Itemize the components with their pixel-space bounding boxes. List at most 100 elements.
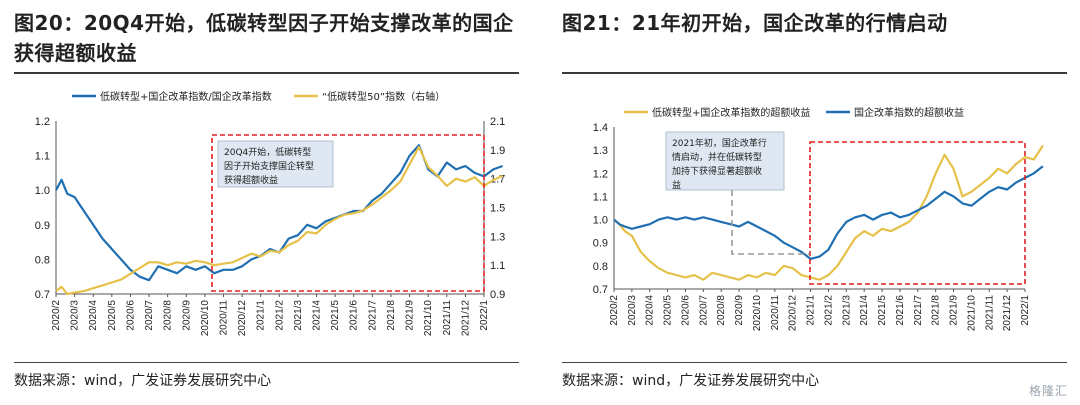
y-tick-label: 0.8 — [593, 261, 608, 273]
annotation-text: 20Q4开始，低碳转型 — [224, 146, 311, 158]
annotation-box — [217, 140, 334, 188]
x-tick-label: 2020/7 — [144, 300, 155, 331]
x-tick-label: 2020/9 — [734, 295, 745, 326]
x-tick-label: 2021/1 — [806, 295, 817, 326]
y2-tick-label: 1.3 — [490, 231, 505, 243]
x-tick-label: 2021/11 — [442, 300, 453, 336]
figure-21-panel: 图21：21年初开始，国企改革的行情启动 0.7 0.8 0.9 1.0 1.1 1.2 1… — [548, 0, 1080, 405]
y-tick-label: 0.7 — [35, 289, 50, 301]
x-tick-label: 2020/11 — [218, 300, 229, 336]
y-tick-label: 0.8 — [35, 254, 50, 266]
highlight-region — [211, 134, 485, 292]
x-tick-label: 2020/3 — [70, 300, 81, 331]
y2-tick-label: 1.1 — [490, 260, 505, 272]
x-tick-label: 2021/12 — [460, 300, 471, 337]
x-tick-label: 2021/10 — [423, 300, 434, 337]
x-tick-label: 2021/5 — [877, 295, 888, 326]
x-tick-label: 2021/11 — [984, 295, 995, 331]
x-tick-label: 2020/10 — [752, 295, 763, 332]
x-tick-label: 2021/1 — [256, 300, 267, 331]
figure-20-source: 数据来源：wind，广发证券发展研究中心 — [14, 373, 272, 389]
x-tick-label: 2022/1 — [479, 300, 490, 331]
x-tick-label: 2020/8 — [163, 300, 174, 331]
x-tick-label: 2021/9 — [949, 295, 960, 326]
legend-label-2: “低碳转型50”指数（右轴） — [322, 90, 445, 103]
figure-20-title: 图20：20Q4开始，低碳转型因子开始支撑改革的国企获得超额收益 — [14, 11, 514, 65]
figure-21-source: 数据来源：wind，广发证券发展研究中心 — [562, 373, 820, 389]
x-tick-label: 2021/8 — [931, 295, 942, 326]
x-tick-label: 2021/6 — [895, 295, 906, 326]
x-tick-label: 2021/3 — [841, 295, 852, 326]
x-tick-label: 2021/3 — [293, 300, 304, 331]
x-tick-label: 2021/8 — [386, 300, 397, 331]
x-tick-label: 2021/9 — [405, 300, 416, 331]
annotation-text: 情启动，并在低碳转型 — [672, 151, 762, 163]
x-tick-label: 2020/10 — [200, 300, 211, 337]
x-tick-label: 2021/4 — [312, 300, 323, 331]
annotation-arrow — [731, 190, 810, 255]
series-line-2 — [55, 145, 504, 296]
x-tick-label: 2021/12 — [1002, 295, 1013, 332]
y-tick-label: 1.4 — [593, 122, 608, 134]
y2-tick-label: 2.1 — [490, 116, 505, 128]
x-tick-label: 2021/7 — [367, 300, 378, 331]
watermark-logo: 格隆汇 — [1028, 384, 1068, 398]
x-tick-label: 2021/2 — [823, 295, 834, 326]
x-tick-label: 2020/5 — [663, 295, 674, 326]
y-tick-label: 1.1 — [593, 191, 608, 203]
x-tick-label: 2021/5 — [330, 300, 341, 331]
y-tick-label: 0.7 — [593, 284, 608, 296]
title-divider — [14, 72, 519, 74]
figure-20-chart: 0.70.80.91.01.11.20.91.11.31.51.71.92.12… — [35, 90, 506, 337]
legend-label-1: 低碳转型+国企改革指数的超额收益 — [652, 106, 810, 119]
x-tick-label: 2020/8 — [716, 295, 727, 326]
y-tick-label: 1.3 — [593, 145, 608, 157]
y2-tick-label: 1.5 — [490, 203, 505, 215]
annotation-text: 因子开始支撑国企转型 — [224, 160, 314, 172]
figure-20-panel: 图20：20Q4开始，低碳转型因子开始支撑改革的国企获得超额收益 0.7 0.8 0… — [0, 0, 532, 405]
annotation-text: 益 — [672, 179, 681, 191]
x-tick-label: 2021/4 — [859, 295, 870, 326]
x-tick-label: 2020/4 — [645, 295, 656, 326]
x-tick-label: 2021/2 — [274, 300, 285, 331]
y-tick-label: 0.9 — [35, 220, 50, 232]
x-tick-label: 2020/9 — [181, 300, 192, 331]
annotation-text: 获得超额收益 — [224, 174, 278, 186]
series-line-2 — [613, 165, 1044, 260]
legend-label-2: 国企改革指数的超额收益 — [854, 106, 964, 119]
x-tick-label: 2021/7 — [913, 295, 924, 326]
source-divider — [562, 362, 1067, 363]
figure-21-title: 图21：21年初开始，国企改革的行情启动 — [562, 11, 948, 35]
x-tick-label: 2021/10 — [966, 295, 977, 332]
y2-tick-label: 1.9 — [490, 145, 505, 157]
y-tick-label: 1.2 — [593, 168, 608, 180]
x-tick-label: 2020/12 — [237, 300, 248, 337]
highlight-region — [809, 141, 1026, 285]
source-divider — [14, 362, 519, 363]
y-tick-label: 1.0 — [593, 215, 608, 227]
figure-21-chart: 0.7 0.8 0.9 1.0 1.1 1.2 1.3 1.4 2020/2 2020/3 2020… — [593, 106, 1044, 332]
title-divider — [562, 72, 1067, 74]
x-tick-label: 2021/6 — [349, 300, 360, 331]
x-tick-label: 2020/2 — [51, 300, 62, 331]
x-tick-label: 2020/11 — [770, 295, 781, 331]
x-tick-label: 2020/4 — [88, 300, 99, 331]
x-tick-label: 2020/6 — [125, 300, 136, 331]
y-tick-label: 0.9 — [593, 238, 608, 250]
x-tick-label: 2020/12 — [788, 295, 799, 332]
x-tick-label: 2020/3 — [627, 295, 638, 326]
x-tick-label: 2020/6 — [680, 295, 691, 326]
x-tick-label: 2020/7 — [698, 295, 709, 326]
annotation-box — [665, 131, 785, 191]
x-tick-label: 2020/2 — [609, 295, 620, 326]
x-tick-label: 2020/5 — [107, 300, 118, 331]
y-tick-label: 1.1 — [35, 151, 50, 163]
y-tick-label: 1.2 — [35, 116, 50, 128]
y-tick-label: 1.0 — [35, 185, 50, 197]
annotation-text: 加持下获得显著超额收 — [672, 165, 762, 177]
series-line-1 — [613, 144, 1044, 281]
y2-tick-label: 0.9 — [490, 289, 505, 301]
annotation-text: 2021年初，国企改革行 — [672, 137, 767, 149]
legend-label-1: 低碳转型+国企改革指数/国企改革指数 — [100, 90, 272, 103]
x-tick-label: 2022/1 — [1020, 295, 1031, 326]
